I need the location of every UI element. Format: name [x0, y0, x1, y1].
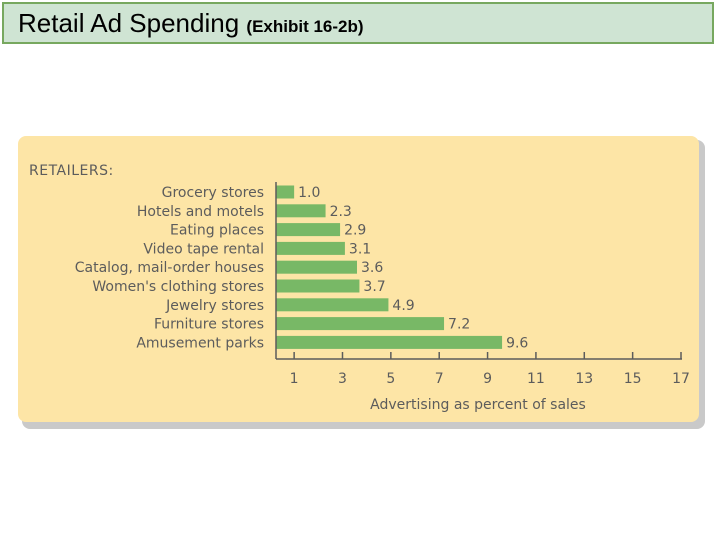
value-label: 1.0: [298, 185, 320, 201]
slide-title: Retail Ad Spending (Exhibit 16-2b): [18, 8, 364, 39]
title-bar: Retail Ad Spending (Exhibit 16-2b): [2, 2, 714, 44]
category-label: Furniture stores: [154, 317, 264, 333]
bar: [276, 317, 445, 331]
x-tick-label: 11: [527, 371, 545, 387]
x-tick-label: 7: [435, 371, 444, 387]
bar: [276, 260, 357, 274]
category-label: Amusement parks: [136, 335, 264, 351]
bar: [276, 185, 295, 199]
slide-title-sub: (Exhibit 16-2b): [246, 17, 364, 36]
value-label: 2.9: [344, 223, 366, 239]
value-label: 3.7: [363, 279, 385, 295]
bar: [276, 223, 341, 237]
bar: [276, 204, 326, 218]
value-label: 3.6: [361, 260, 383, 276]
x-tick-label: 9: [483, 371, 492, 387]
bar: [276, 279, 360, 293]
x-axis-label: Advertising as percent of sales: [370, 397, 586, 413]
x-tick-label: 17: [672, 371, 690, 387]
slide-title-main: Retail Ad Spending: [18, 8, 240, 38]
value-label: 4.9: [392, 298, 414, 314]
x-tick-label: 15: [624, 371, 642, 387]
value-label: 3.1: [349, 241, 371, 257]
value-label: 2.3: [330, 204, 352, 220]
category-label: Eating places: [170, 223, 264, 239]
chart-heading: RETAILERS:: [29, 163, 114, 179]
x-tick-label: 13: [575, 371, 593, 387]
category-label: Hotels and motels: [137, 204, 264, 220]
category-label: Women's clothing stores: [92, 279, 264, 295]
category-label: Video tape rental: [143, 241, 264, 257]
category-label: Grocery stores: [162, 185, 264, 201]
bar: [276, 241, 345, 255]
category-label: Jewelry stores: [165, 298, 264, 314]
value-label: 9.6: [506, 335, 528, 351]
x-tick-label: 1: [290, 371, 299, 387]
chart-panel: [18, 136, 699, 422]
bar: [276, 335, 503, 349]
x-tick-label: 3: [338, 371, 347, 387]
x-tick-label: 5: [386, 371, 395, 387]
bar: [276, 298, 389, 312]
category-label: Catalog, mail-order houses: [75, 260, 264, 276]
value-label: 7.2: [448, 317, 470, 333]
